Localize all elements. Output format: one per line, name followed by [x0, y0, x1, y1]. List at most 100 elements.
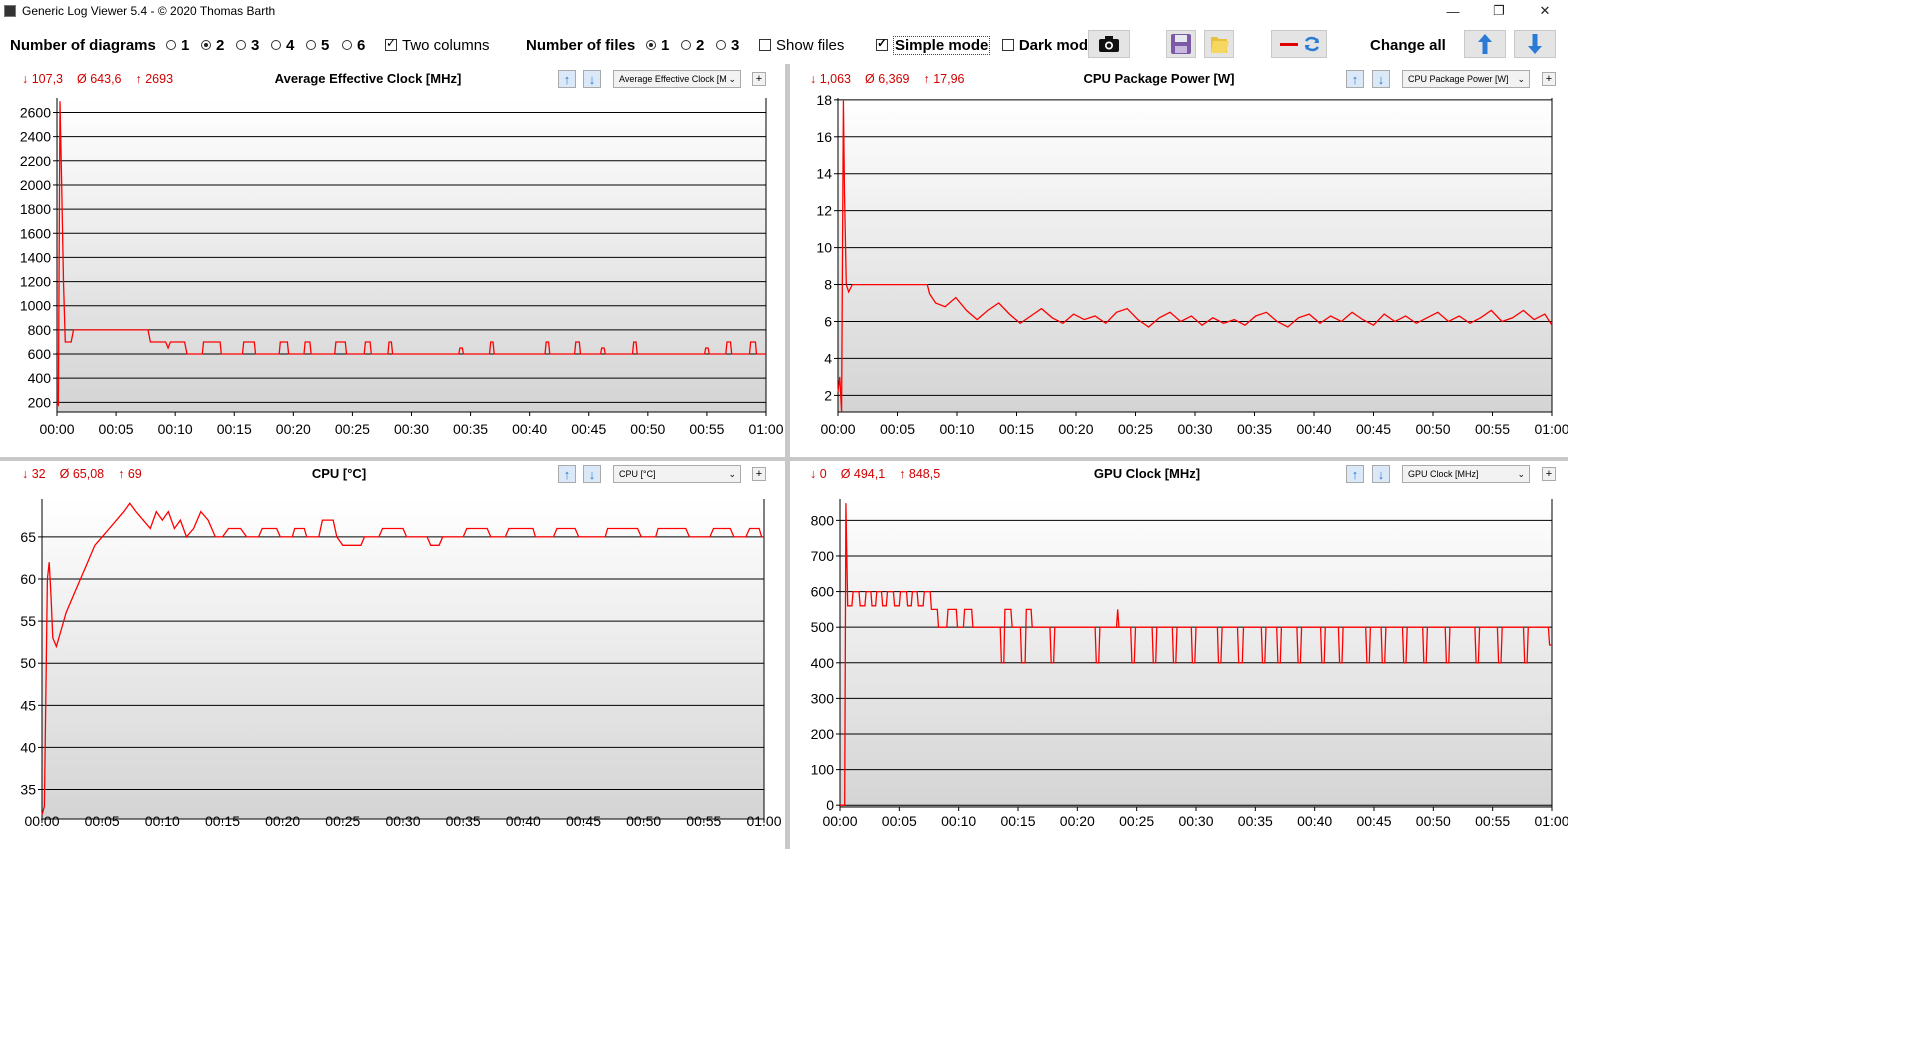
- stat-min: ↓ 107,3: [22, 72, 64, 86]
- x-tick-label: 00:25: [325, 813, 360, 829]
- panel-down-button[interactable]: ↓: [583, 70, 601, 88]
- swap-color-button[interactable]: [1271, 30, 1327, 58]
- move-all-down-button[interactable]: [1514, 30, 1556, 58]
- x-tick-label: 00:25: [1119, 813, 1154, 829]
- diagram-radio-2[interactable]: 2: [201, 28, 224, 62]
- num-files-label: Number of files: [526, 36, 636, 54]
- diagram-radio-4[interactable]: 4: [271, 28, 294, 62]
- y-tick-label: 2: [824, 387, 832, 403]
- screenshot-button[interactable]: [1088, 30, 1130, 58]
- stat-min: ↓ 0: [810, 467, 827, 481]
- folder-icon: [1211, 37, 1229, 53]
- red-line-swap-icon: [1280, 36, 1320, 52]
- panel-down-button[interactable]: ↓: [1372, 465, 1390, 483]
- sensor-select[interactable]: GPU Clock [MHz] ⌄: [1402, 465, 1530, 483]
- x-tick-label: 00:50: [1416, 813, 1451, 829]
- y-tick-label: 400: [811, 655, 835, 671]
- y-tick-label: 2200: [20, 153, 51, 169]
- panel-up-button[interactable]: ↑: [558, 70, 576, 88]
- panel-title: CPU Package Power [W]: [1083, 71, 1235, 86]
- diagram-radio-5[interactable]: 5: [306, 28, 329, 62]
- y-tick-label: 16: [816, 129, 832, 145]
- add-button[interactable]: +: [752, 467, 766, 481]
- dark-mode-checkbox[interactable]: Dark mod: [1002, 28, 1088, 62]
- open-folder-button[interactable]: [1204, 30, 1234, 58]
- x-tick-label: 00:20: [265, 813, 300, 829]
- x-tick-label: 00:20: [1058, 421, 1093, 437]
- panel-up-button[interactable]: ↑: [558, 465, 576, 483]
- radio-selected-icon: [201, 40, 211, 50]
- x-tick-label: 00:40: [1296, 421, 1331, 437]
- stat-max: ↑ 848,5: [899, 467, 941, 481]
- close-button[interactable]: ✕: [1539, 3, 1551, 18]
- move-all-up-button[interactable]: [1464, 30, 1506, 58]
- y-tick-label: 18: [816, 94, 832, 108]
- stat-avg: Ø 494,1: [840, 467, 886, 481]
- stat-min: ↓ 1,063: [810, 72, 852, 86]
- file-radio-3[interactable]: 3: [716, 28, 739, 62]
- plot-area: [838, 98, 1552, 412]
- file-radio-1[interactable]: 1: [646, 28, 669, 62]
- x-tick-label: 00:10: [939, 421, 974, 437]
- app-icon: [4, 5, 16, 17]
- y-tick-label: 2600: [20, 104, 51, 120]
- arrow-up-icon: [1478, 34, 1492, 54]
- y-tick-label: 2400: [20, 129, 51, 145]
- x-tick-label: 01:00: [1534, 421, 1568, 437]
- checkbox-checked-icon: [876, 36, 888, 51]
- simple-mode-checkbox[interactable]: Simple mode: [876, 28, 991, 62]
- stat-avg: Ø 6,369: [865, 72, 910, 86]
- x-tick-label: 00:55: [689, 421, 724, 437]
- stat-avg: Ø 65,08: [59, 467, 105, 481]
- y-tick-label: 65: [20, 529, 36, 545]
- y-tick-label: 45: [20, 697, 36, 713]
- diagram-radio-1[interactable]: 1: [166, 28, 189, 62]
- two-columns-checkbox[interactable]: Two columns: [385, 28, 490, 62]
- diagram-radio-6[interactable]: 6: [342, 28, 365, 62]
- vertical-divider[interactable]: [785, 64, 790, 849]
- add-button[interactable]: +: [1542, 467, 1556, 481]
- add-button[interactable]: +: [752, 72, 766, 86]
- sensor-select[interactable]: CPU Package Power [W] ⌄: [1402, 70, 1530, 88]
- panel-up-button[interactable]: ↑: [1346, 70, 1364, 88]
- panel-down-button[interactable]: ↓: [583, 465, 601, 483]
- panel-down-button[interactable]: ↓: [1372, 70, 1390, 88]
- chevron-down-icon: ⌄: [1517, 74, 1525, 84]
- y-tick-label: 6: [824, 313, 832, 329]
- arrow-down-icon: ↓: [1377, 71, 1385, 87]
- show-files-checkbox[interactable]: Show files: [759, 28, 844, 62]
- minimize-button[interactable]: —: [1446, 3, 1460, 19]
- file-radio-2[interactable]: 2: [681, 28, 704, 62]
- radio-icon: [166, 40, 176, 50]
- x-tick-label: 00:05: [99, 421, 134, 437]
- x-tick-label: 00:35: [1237, 421, 1272, 437]
- series-line: [41, 502, 764, 815]
- y-tick-label: 1200: [20, 274, 51, 290]
- x-tick-label: 00:05: [85, 813, 120, 829]
- panel-up-button[interactable]: ↑: [1346, 465, 1364, 483]
- restore-button[interactable]: ❐: [1493, 3, 1505, 18]
- stat-min: ↓ 32: [22, 467, 46, 481]
- save-button[interactable]: [1166, 30, 1196, 58]
- chevron-down-icon: ⌄: [1517, 469, 1525, 479]
- x-tick-label: 00:00: [822, 813, 857, 829]
- panel-stats: ↓ 32 Ø 65,08 ↑ 69: [22, 467, 156, 481]
- radio-icon: [342, 40, 352, 50]
- horizontal-divider[interactable]: [0, 457, 1568, 461]
- x-tick-label: 00:10: [145, 813, 180, 829]
- panel-title: Average Effective Clock [MHz]: [274, 71, 462, 86]
- sensor-select[interactable]: Average Effective Clock [M ⌄: [613, 70, 741, 88]
- y-tick-label: 200: [28, 394, 52, 410]
- sensor-select[interactable]: CPU [°C] ⌄: [613, 465, 741, 483]
- chart-cpu-power: 2 4 6 8 10 12 14 16 18 00:00 00:05 00:10 00:15 00:20 0…: [816, 94, 1568, 437]
- diagram-radio-3[interactable]: 3: [236, 28, 259, 62]
- x-tick-label: 00:45: [1356, 421, 1391, 437]
- add-button[interactable]: +: [1542, 72, 1556, 86]
- series-line: [56, 101, 766, 408]
- arrow-up-icon: ↑: [1351, 466, 1359, 482]
- y-tick-label: 200: [811, 726, 835, 742]
- x-tick-label: 00:25: [1118, 421, 1153, 437]
- radio-icon: [236, 40, 246, 50]
- x-tick-label: 00:40: [506, 813, 541, 829]
- y-tick-label: 35: [20, 782, 36, 798]
